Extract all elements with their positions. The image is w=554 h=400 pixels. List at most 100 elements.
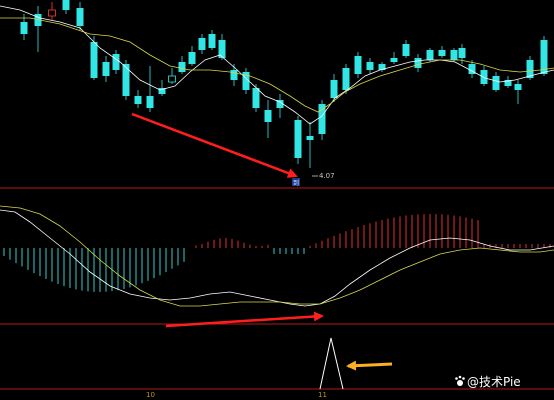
candle — [318, 100, 326, 140]
candle — [134, 90, 142, 108]
candle-body — [48, 9, 56, 17]
candle — [354, 52, 362, 78]
low-date-tag: 到 — [293, 180, 299, 187]
candle-body — [354, 56, 362, 74]
candle-body — [504, 80, 512, 86]
candle — [504, 76, 512, 88]
candle — [414, 54, 422, 72]
candle-body — [514, 84, 522, 90]
candle-body — [366, 62, 374, 70]
low-date-badge — [292, 178, 300, 186]
candle — [158, 80, 166, 96]
candle — [492, 72, 500, 92]
candle — [294, 116, 302, 164]
candle — [480, 66, 488, 86]
candle-body — [218, 40, 226, 58]
candle — [390, 52, 398, 64]
ma-short-line — [0, 5, 554, 125]
candle — [90, 36, 98, 80]
candle — [76, 2, 84, 30]
candle-body — [438, 50, 446, 56]
candle-body — [158, 88, 166, 94]
candle-body — [168, 75, 176, 83]
paw-icon — [455, 375, 465, 386]
candle-body — [62, 0, 70, 10]
macd-divergence-arrow — [165, 311, 324, 328]
candle-body — [188, 52, 196, 64]
axis-tick-1: 10 — [146, 391, 155, 399]
price-candles — [20, 0, 548, 168]
watermark-text: @技术Pie — [467, 375, 521, 389]
candle — [230, 64, 238, 86]
candle-body — [230, 70, 238, 80]
candle — [378, 62, 386, 72]
candle — [276, 94, 284, 118]
candle-body — [252, 88, 260, 108]
candle-body — [330, 80, 338, 98]
candle-body — [208, 34, 216, 48]
candle-body — [378, 64, 386, 70]
candle-body — [450, 50, 458, 60]
macd-dea-line — [0, 205, 554, 307]
candle-body — [264, 110, 272, 122]
signal-spike — [319, 337, 344, 390]
candle-body — [458, 48, 466, 58]
candle — [168, 68, 176, 84]
candle-body — [306, 136, 314, 140]
candle-body — [90, 42, 98, 78]
candle-body — [390, 58, 398, 62]
candle-body — [134, 96, 142, 104]
candle — [218, 34, 226, 60]
candle — [264, 100, 272, 138]
watermark: @技术Pie — [455, 375, 521, 389]
candle-body — [318, 104, 326, 134]
candle — [178, 56, 186, 74]
candle — [438, 46, 446, 58]
macd-dif-line — [0, 209, 554, 307]
candle-body — [492, 76, 500, 90]
candle-body — [468, 64, 476, 74]
candle — [48, 2, 56, 20]
candle-body — [414, 58, 422, 68]
candle-body — [480, 70, 488, 84]
candle — [402, 40, 410, 58]
candle — [34, 6, 42, 52]
candle-body — [20, 22, 28, 34]
candle — [242, 68, 250, 94]
candle — [306, 122, 314, 168]
candle-body — [178, 62, 186, 72]
candle-body — [76, 8, 84, 26]
candle-body — [276, 100, 284, 108]
macd-histogram — [3, 214, 551, 292]
low-price-label: 4.07 — [319, 172, 335, 180]
candle — [330, 74, 338, 102]
candle — [468, 60, 476, 78]
candle — [112, 50, 120, 74]
candle — [514, 80, 522, 104]
candle — [102, 56, 110, 82]
candle-body — [342, 68, 350, 90]
candle-body — [198, 38, 206, 50]
candle-body — [526, 60, 534, 78]
candle-body — [402, 44, 410, 56]
candle — [342, 64, 350, 94]
candle — [208, 30, 216, 50]
candle — [252, 84, 260, 112]
candle-body — [242, 72, 250, 90]
candle — [188, 46, 196, 66]
signal-orange-arrow — [346, 360, 393, 371]
candle — [62, 0, 70, 14]
axis-tick-2: 11 — [318, 391, 327, 399]
candle-body — [112, 54, 120, 70]
ma-long-line — [0, 17, 554, 113]
candle-body — [540, 40, 548, 74]
candle — [122, 60, 130, 100]
candle-body — [146, 96, 154, 108]
candle — [198, 34, 206, 54]
candle-body — [294, 120, 302, 158]
candle — [146, 66, 154, 112]
candle — [366, 58, 374, 74]
candle-body — [102, 62, 110, 76]
